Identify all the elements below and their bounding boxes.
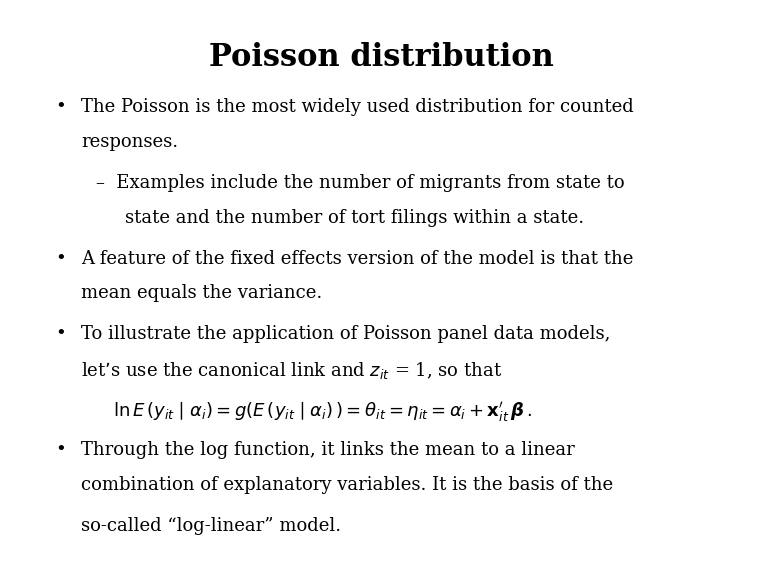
Text: •: • bbox=[56, 325, 66, 343]
Text: state and the number of tort filings within a state.: state and the number of tort filings wit… bbox=[125, 209, 584, 227]
Text: To illustrate the application of Poisson panel data models,: To illustrate the application of Poisson… bbox=[81, 325, 610, 343]
Text: •: • bbox=[56, 441, 66, 459]
Text: mean equals the variance.: mean equals the variance. bbox=[81, 285, 323, 302]
Text: •: • bbox=[56, 250, 66, 268]
Text: $\mathrm{ln}\,E\,(y_{it}\mid\alpha_i) = g(E\,(y_{it}\mid\alpha_i)\,) = \theta_{i: $\mathrm{ln}\,E\,(y_{it}\mid\alpha_i) = … bbox=[113, 401, 533, 424]
Text: Through the log function, it links the mean to a linear: Through the log function, it links the m… bbox=[81, 441, 575, 459]
Text: •: • bbox=[56, 99, 66, 117]
Text: combination of explanatory variables. It is the basis of the: combination of explanatory variables. It… bbox=[81, 476, 613, 494]
Text: so-called “log-linear” model.: so-called “log-linear” model. bbox=[81, 517, 341, 535]
Text: let’s use the canonical link and $z_{it}$ = 1, so that: let’s use the canonical link and $z_{it}… bbox=[81, 360, 502, 381]
Text: –  Examples include the number of migrants from state to: – Examples include the number of migrant… bbox=[96, 174, 624, 192]
Text: A feature of the fixed effects version of the model is that the: A feature of the fixed effects version o… bbox=[81, 250, 633, 268]
Text: The Poisson is the most widely used distribution for counted: The Poisson is the most widely used dist… bbox=[81, 99, 634, 117]
Text: responses.: responses. bbox=[81, 133, 179, 151]
Text: Poisson distribution: Poisson distribution bbox=[209, 43, 554, 73]
